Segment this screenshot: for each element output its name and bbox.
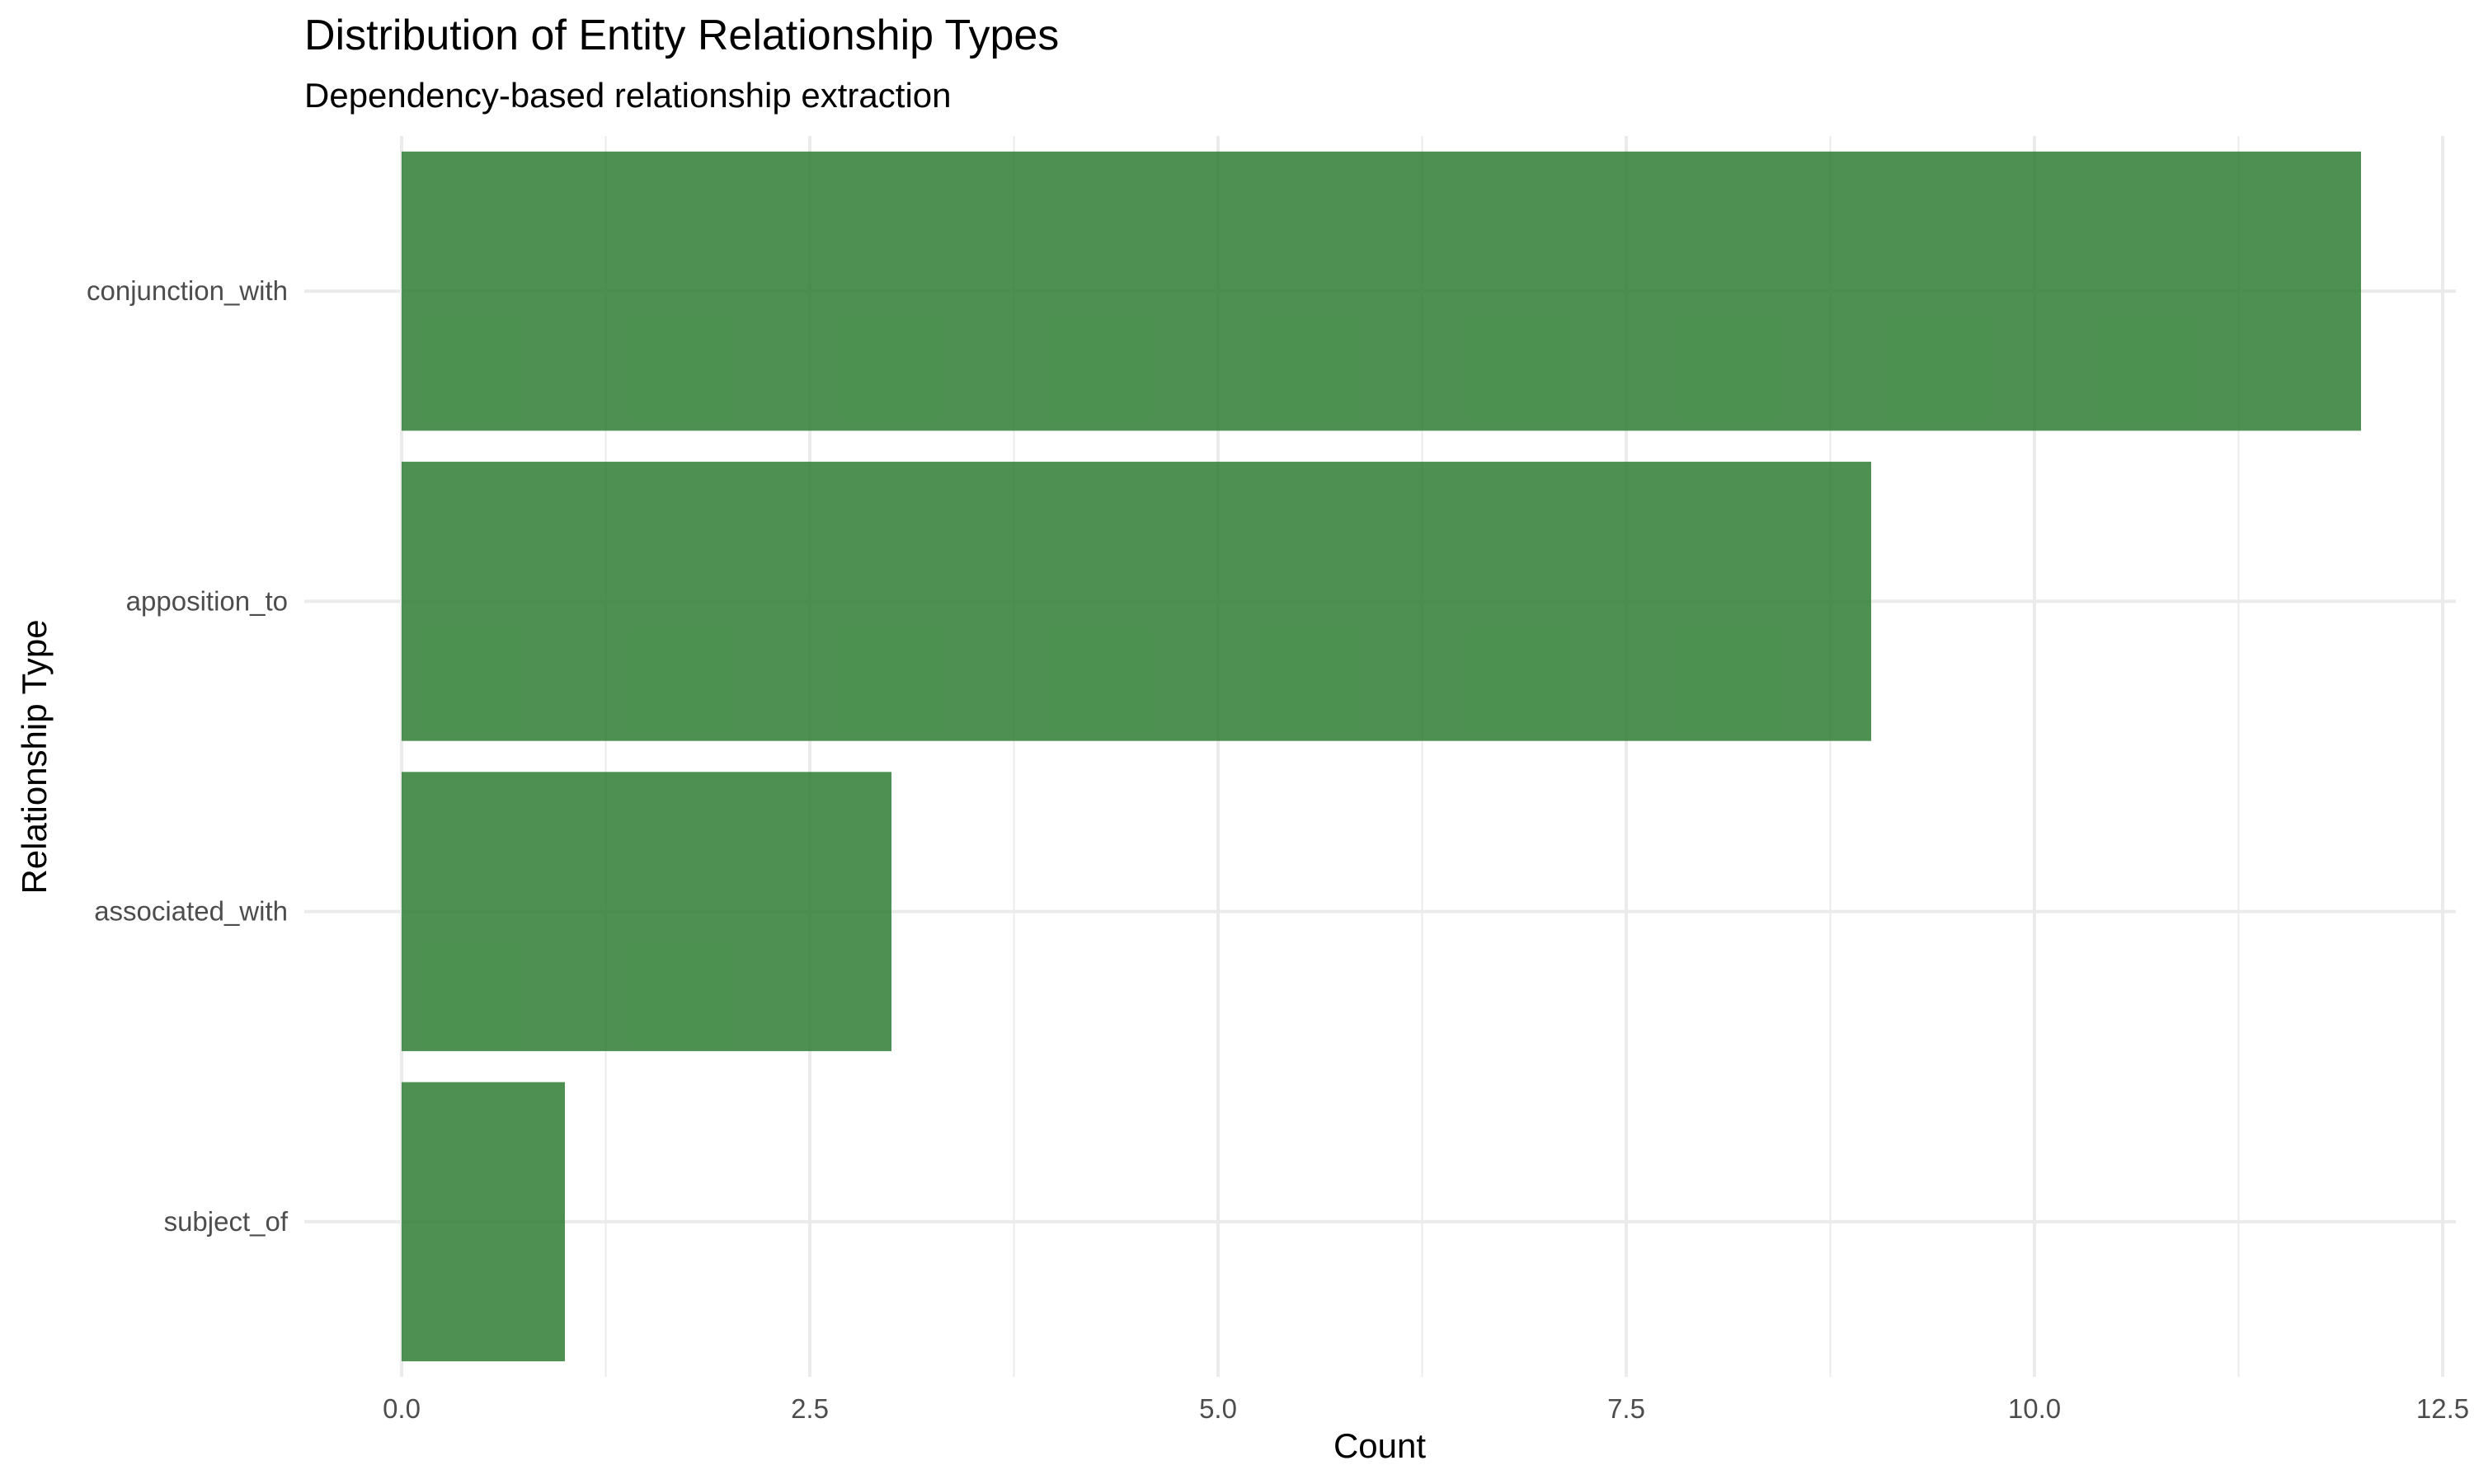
chart-title: Distribution of Entity Relationship Type… bbox=[304, 12, 1059, 59]
bar-subject-of bbox=[402, 1082, 565, 1362]
x-tick-label: 2.5 bbox=[791, 1393, 829, 1424]
y-tick-label: associated_with bbox=[94, 896, 288, 927]
y-axis-tick-labels: conjunction_with apposition_to associated_… bbox=[87, 275, 289, 1237]
bar-apposition-to bbox=[402, 462, 1871, 741]
bars bbox=[402, 151, 2361, 1362]
bar-conjunction-with bbox=[402, 151, 2361, 431]
y-axis-title: Relationship Type bbox=[15, 619, 54, 894]
x-tick-label: 10.0 bbox=[2008, 1393, 2061, 1424]
y-tick-label: conjunction_with bbox=[87, 275, 288, 306]
y-tick-label: subject_of bbox=[164, 1206, 289, 1237]
chart-subtitle: Dependency-based relationship extraction bbox=[304, 76, 952, 115]
x-axis-tick-labels: 0.0 2.5 5.0 7.5 10.0 12.5 bbox=[383, 1393, 2469, 1424]
x-tick-label: 0.0 bbox=[383, 1393, 421, 1424]
x-tick-label: 12.5 bbox=[2416, 1393, 2469, 1424]
x-tick-label: 7.5 bbox=[1607, 1393, 1645, 1424]
bar-associated-with bbox=[402, 772, 891, 1051]
x-tick-label: 5.0 bbox=[1199, 1393, 1237, 1424]
y-tick-label: apposition_to bbox=[126, 585, 288, 616]
x-axis-title: Count bbox=[1333, 1426, 1426, 1465]
